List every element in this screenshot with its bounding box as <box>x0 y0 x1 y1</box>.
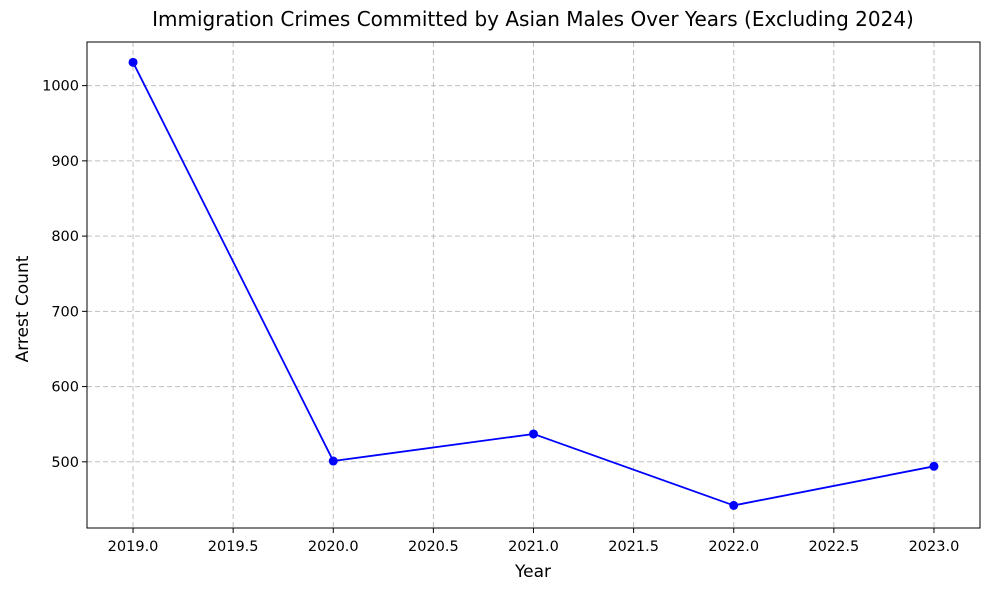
x-tick-label: 2020.0 <box>308 539 359 555</box>
y-tick-label: 800 <box>51 229 79 245</box>
x-tick-label: 2022.0 <box>708 539 759 555</box>
x-tick-label: 2020.5 <box>408 539 459 555</box>
y-tick-label: 600 <box>51 380 79 396</box>
series-layer <box>128 57 939 510</box>
y-axis: 500 600 700 800 900 1000 <box>42 79 87 471</box>
data-point <box>929 461 939 471</box>
x-tick-label: 2019.5 <box>208 539 259 555</box>
data-point <box>328 456 338 466</box>
x-tick-label: 2021.0 <box>508 539 559 555</box>
grid <box>87 42 980 528</box>
data-point <box>128 57 138 67</box>
x-tick-label: 2021.5 <box>608 539 659 555</box>
x-tick-label: 2019.0 <box>108 539 159 555</box>
x-tick-label: 2023.0 <box>909 539 960 555</box>
x-tick-label: 2022.5 <box>808 539 859 555</box>
y-tick-label: 500 <box>51 455 79 471</box>
data-point <box>729 500 739 510</box>
x-axis: 2019.0 2019.5 2020.0 2020.5 2021.0 2021.5 2022… <box>108 528 960 555</box>
x-axis-label: Year <box>514 562 551 582</box>
chart-title: Immigration Crimes Committed by Asian Ma… <box>152 7 914 31</box>
y-tick-label: 1000 <box>42 79 79 95</box>
y-axis-label: Arrest Count <box>13 255 33 362</box>
data-point <box>529 429 538 439</box>
y-tick-label: 900 <box>51 154 79 170</box>
y-tick-label: 700 <box>51 304 79 320</box>
